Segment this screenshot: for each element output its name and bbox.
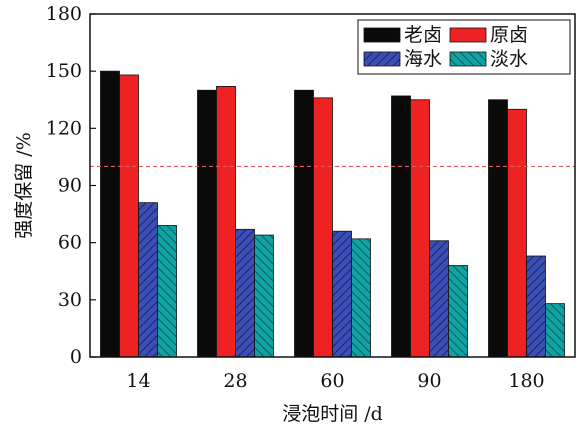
legend-label-1: 原卤: [490, 24, 528, 46]
y-tick-label-90: 90: [58, 175, 82, 197]
bar-3-60: [351, 238, 371, 358]
y-tick-label-180: 180: [46, 3, 82, 25]
bar-3-28: [254, 234, 274, 358]
bar-2-90: [429, 240, 449, 358]
x-tick-label-60: 60: [320, 370, 344, 392]
bar-1-90: [410, 99, 430, 358]
bar-0-180: [488, 99, 508, 358]
y-tick-label-150: 150: [46, 60, 82, 82]
bar-2-180: [526, 255, 546, 358]
bar-2-60: [332, 230, 352, 358]
legend-swatch-1: [449, 27, 487, 43]
legend-label-0: 老卤: [404, 24, 442, 46]
x-tick-label-90: 90: [417, 370, 441, 392]
bar-0-14: [100, 70, 120, 358]
legend-swatch-3: [449, 51, 487, 67]
bar-2-28: [235, 228, 255, 358]
legend-swatch-0: [363, 27, 401, 43]
axis-ticks: 0 30 60 90 120 150 180 14 28 60 90 180: [46, 3, 545, 392]
bar-1-14: [119, 74, 139, 358]
x-tick-label-14: 14: [126, 370, 150, 392]
bar-0-28: [197, 89, 217, 358]
bar-1-180: [507, 108, 527, 358]
y-tick-label-120: 120: [46, 117, 82, 139]
y-axis-label: 强度保留 /%: [13, 132, 35, 239]
bar-layer: [100, 70, 565, 358]
x-tick-label-28: 28: [223, 370, 247, 392]
y-tick-label-0: 0: [70, 346, 82, 368]
bar-3-90: [448, 265, 468, 358]
bar-1-28: [216, 86, 236, 358]
bar-3-14: [157, 225, 177, 358]
bar-1-60: [313, 97, 333, 358]
x-tick-label-180: 180: [508, 370, 544, 392]
bar-0-90: [391, 95, 411, 358]
y-tick-label-30: 30: [58, 289, 82, 311]
bar-2-14: [138, 202, 158, 358]
x-axis-label: 浸泡时间 /d: [282, 403, 383, 425]
bar-0-60: [294, 89, 314, 358]
legend-label-2: 海水: [404, 48, 442, 70]
y-tick-label-60: 60: [58, 232, 82, 254]
legend-swatch-2: [363, 51, 401, 67]
bar-3-180: [545, 303, 565, 358]
legend-label-3: 淡水: [490, 48, 528, 70]
